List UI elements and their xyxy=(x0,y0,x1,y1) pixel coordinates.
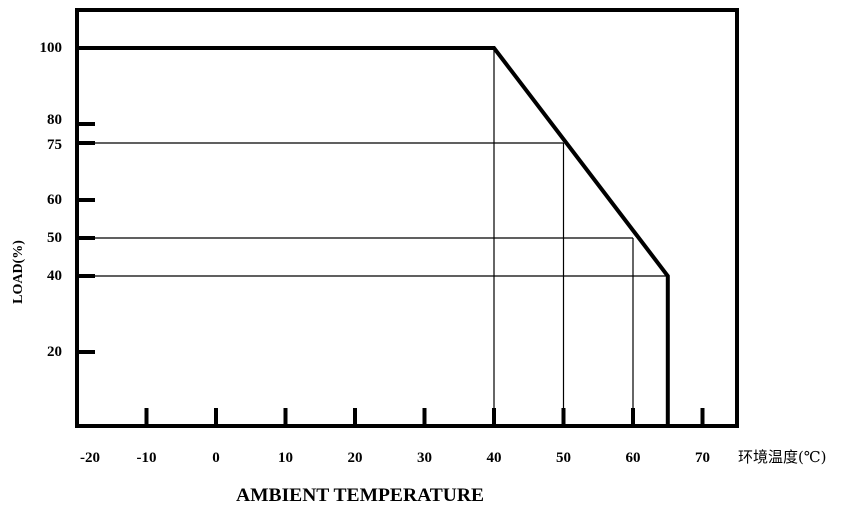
x-tick-label: 50 xyxy=(556,450,571,466)
y-tick-label: 80 xyxy=(47,112,62,128)
y-tick-label: 60 xyxy=(47,192,62,208)
x-tick-label: 30 xyxy=(417,450,432,466)
x-axis-title: AMBIENT TEMPERATURE xyxy=(236,485,484,506)
x-axis-tick-labels: -20 -10 0 10 20 30 40 50 60 70 xyxy=(80,450,710,466)
x-tick-label: -20 xyxy=(80,450,100,466)
x-tick-label: 0 xyxy=(212,450,220,466)
y-axis-ticks xyxy=(77,122,95,354)
x-tick-label: 70 xyxy=(695,450,710,466)
y-tick-label: 100 xyxy=(40,40,63,56)
y-tick-label: 20 xyxy=(47,344,62,360)
x-axis-ticks xyxy=(144,408,705,426)
x-tick-label: 60 xyxy=(626,450,641,466)
y-tick-label: 40 xyxy=(47,268,62,284)
x-unit-label: 环境温度(℃) xyxy=(738,448,826,466)
x-tick-label: 10 xyxy=(278,450,293,466)
derating-curve-line xyxy=(77,46,670,426)
y-tick-label: 75 xyxy=(47,137,62,153)
x-tick-label: 20 xyxy=(348,450,363,466)
plot-frame xyxy=(75,8,739,428)
y-axis-title: LOAD(%) xyxy=(11,240,26,304)
x-tick-label: -10 xyxy=(137,450,157,466)
x-tick-label: 40 xyxy=(487,450,502,466)
reference-lines xyxy=(77,47,669,426)
y-tick-label: 50 xyxy=(47,230,62,246)
y-axis-tick-labels: 20 40 50 60 75 80 100 xyxy=(40,40,63,360)
